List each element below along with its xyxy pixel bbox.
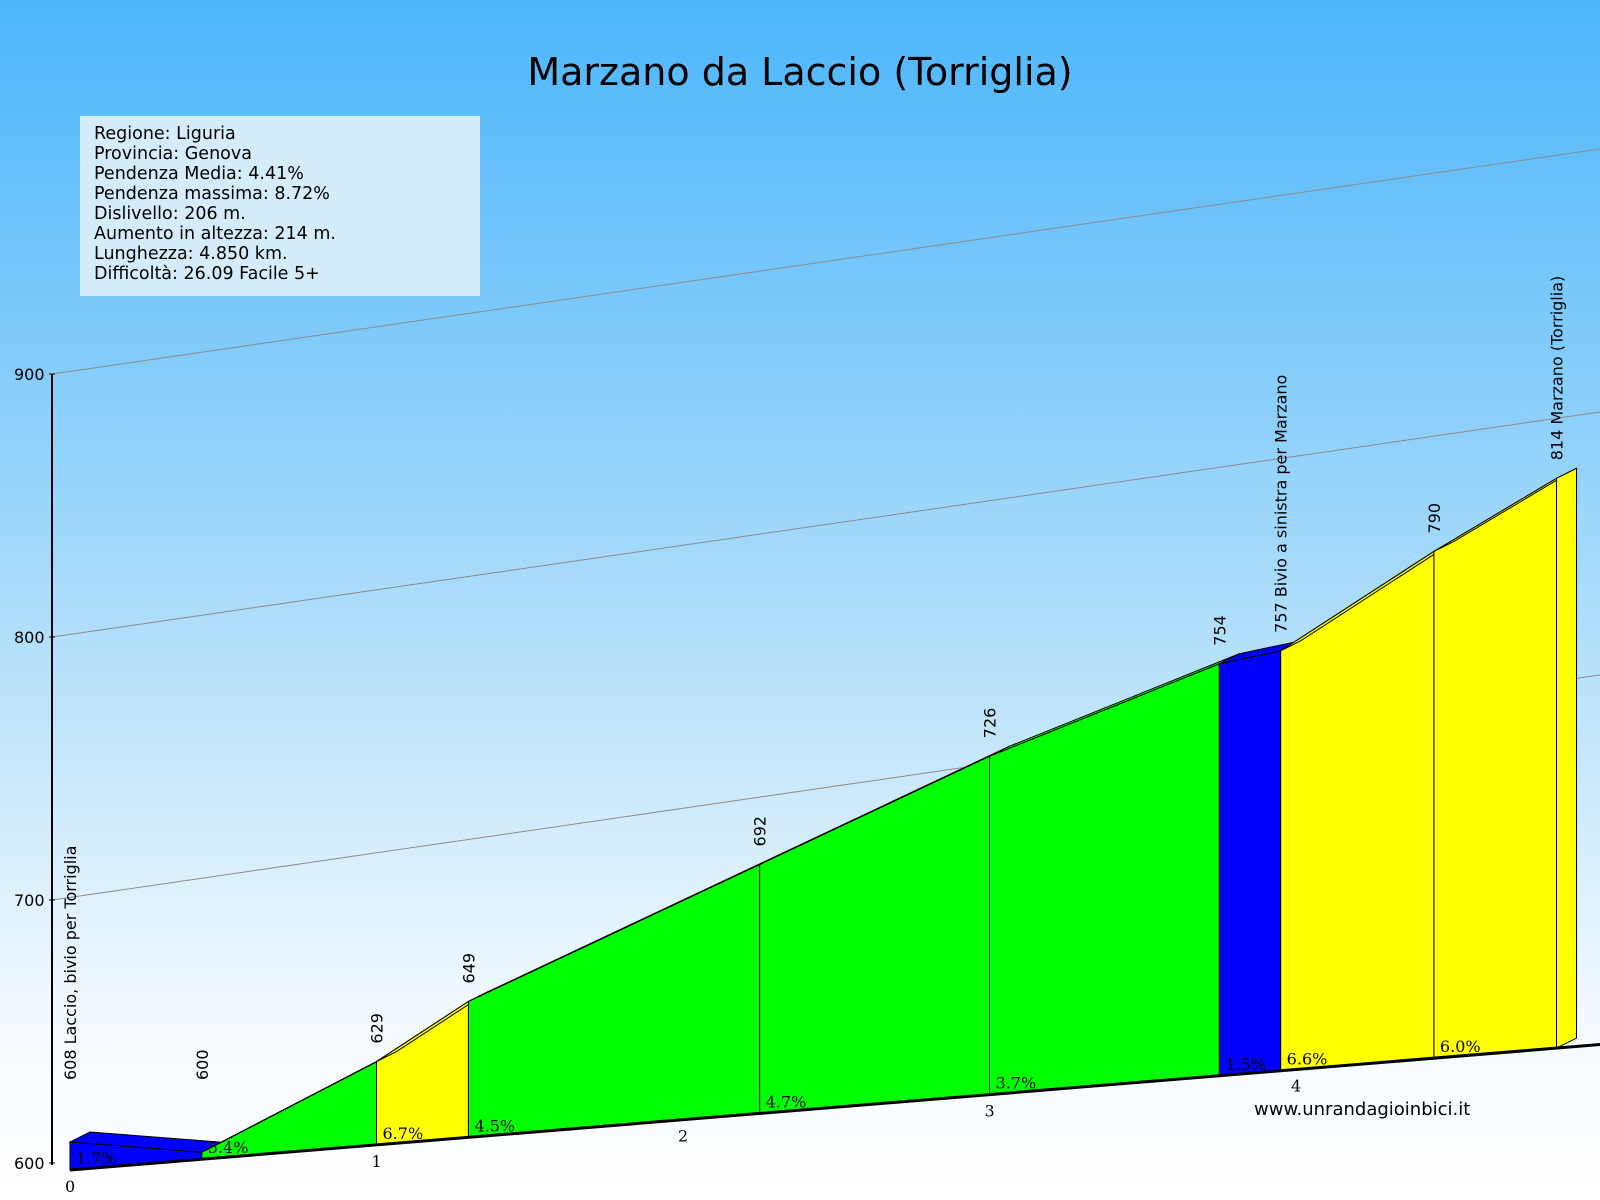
altitude-label: 790 — [1425, 503, 1444, 534]
altitude-label: 649 — [459, 953, 478, 984]
segment-grade-label: 4.5% — [474, 1116, 515, 1135]
y-tick-label: 800 — [14, 628, 45, 647]
segment-face — [1218, 650, 1282, 1077]
altitude-label: 692 — [751, 816, 770, 847]
profile-segments — [68, 467, 1600, 1172]
segment-grade-label: 1.5% — [1225, 1055, 1266, 1074]
altitude-label: 757 Bivio a sinistra per Marzano — [1272, 375, 1291, 633]
segment-side — [1556, 467, 1578, 1049]
y-axis: 600 700 800 900 — [14, 365, 55, 1173]
altitude-label: 754 — [1210, 615, 1229, 646]
altitude-label: 608 Laccio, bivio per Torriglia — [61, 846, 80, 1080]
x-tick-label: 3 — [985, 1102, 995, 1121]
info-pendenza-massima: Pendenza massima: 8.72% — [94, 184, 330, 204]
x-tick-label: 1 — [372, 1152, 382, 1171]
segment-grade-label: 5.4% — [208, 1138, 249, 1157]
y-tick-label: 600 — [14, 1154, 45, 1173]
info-box: Regione: Liguria Provincia: Genova Pende… — [80, 116, 480, 296]
info-aumento: Aumento in altezza: 214 m. — [94, 224, 336, 244]
segment-grade-label: 1.7% — [76, 1149, 117, 1168]
segment-grade-label: 4.7% — [766, 1092, 807, 1111]
info-regione: Regione: Liguria — [94, 124, 236, 144]
x-tick-label: 4 — [1291, 1076, 1301, 1095]
segment-face — [467, 863, 761, 1138]
altitude-label: 814 Marzano (Torriglia) — [1548, 276, 1567, 461]
info-pendenza-media: Pendenza Media: 4.41% — [94, 164, 304, 184]
segment-face — [1280, 550, 1435, 1072]
segment-face — [989, 662, 1220, 1096]
altitude-label: 726 — [981, 708, 1000, 739]
gridline — [51, 411, 1600, 638]
website-link[interactable]: www.unrandagioinbici.it — [1254, 1099, 1471, 1120]
segment-grade-label: 6.7% — [383, 1124, 424, 1143]
x-tick-label: 2 — [678, 1127, 688, 1146]
chart-title: Marzano da Laccio (Torriglia) — [527, 50, 1073, 94]
altitude-label: 629 — [368, 1013, 387, 1044]
segment-grade-label: 6.0% — [1440, 1037, 1481, 1056]
gridline — [51, 148, 1600, 375]
altitude-label: 600 — [193, 1049, 212, 1080]
info-difficolta: Difficoltà: 26.09 Facile 5+ — [94, 264, 320, 284]
segment-grade-label: 3.7% — [996, 1074, 1037, 1093]
chart-labels: 1.7% 5.4% 6.7% 4.5% 4.7% 3.7% 1.5% 6.6% 6.0% 0 1 2 3… — [61, 276, 1567, 1196]
info-dislivello: Dislivello: 206 m. — [94, 204, 246, 224]
ground-line — [69, 1043, 1600, 1172]
info-provincia: Provincia: Genova — [94, 144, 252, 164]
x-tick-label: 0 — [65, 1177, 75, 1196]
segment-face — [1433, 477, 1558, 1059]
y-tick-label: 700 — [14, 891, 45, 910]
segment-grade-label: 6.6% — [1287, 1050, 1328, 1069]
y-tick-label: 900 — [14, 365, 45, 384]
info-lunghezza: Lunghezza: 4.850 km. — [94, 244, 288, 264]
